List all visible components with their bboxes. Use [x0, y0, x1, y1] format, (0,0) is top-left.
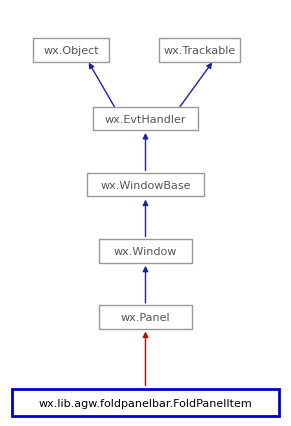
- FancyBboxPatch shape: [93, 107, 198, 131]
- FancyBboxPatch shape: [33, 39, 109, 63]
- Text: wx.Trackable: wx.Trackable: [163, 46, 235, 56]
- FancyBboxPatch shape: [87, 174, 204, 197]
- Text: wx.Window: wx.Window: [114, 246, 177, 256]
- Text: wx.WindowBase: wx.WindowBase: [100, 180, 191, 190]
- Text: wx.Object: wx.Object: [43, 46, 99, 56]
- FancyBboxPatch shape: [12, 389, 279, 417]
- Text: wx.Panel: wx.Panel: [121, 312, 170, 322]
- FancyBboxPatch shape: [99, 239, 192, 263]
- FancyBboxPatch shape: [99, 306, 192, 329]
- Text: wx.lib.agw.foldpanelbar.FoldPanelItem: wx.lib.agw.foldpanelbar.FoldPanelItem: [39, 397, 252, 408]
- FancyBboxPatch shape: [159, 39, 240, 63]
- Text: wx.EvtHandler: wx.EvtHandler: [105, 114, 186, 124]
